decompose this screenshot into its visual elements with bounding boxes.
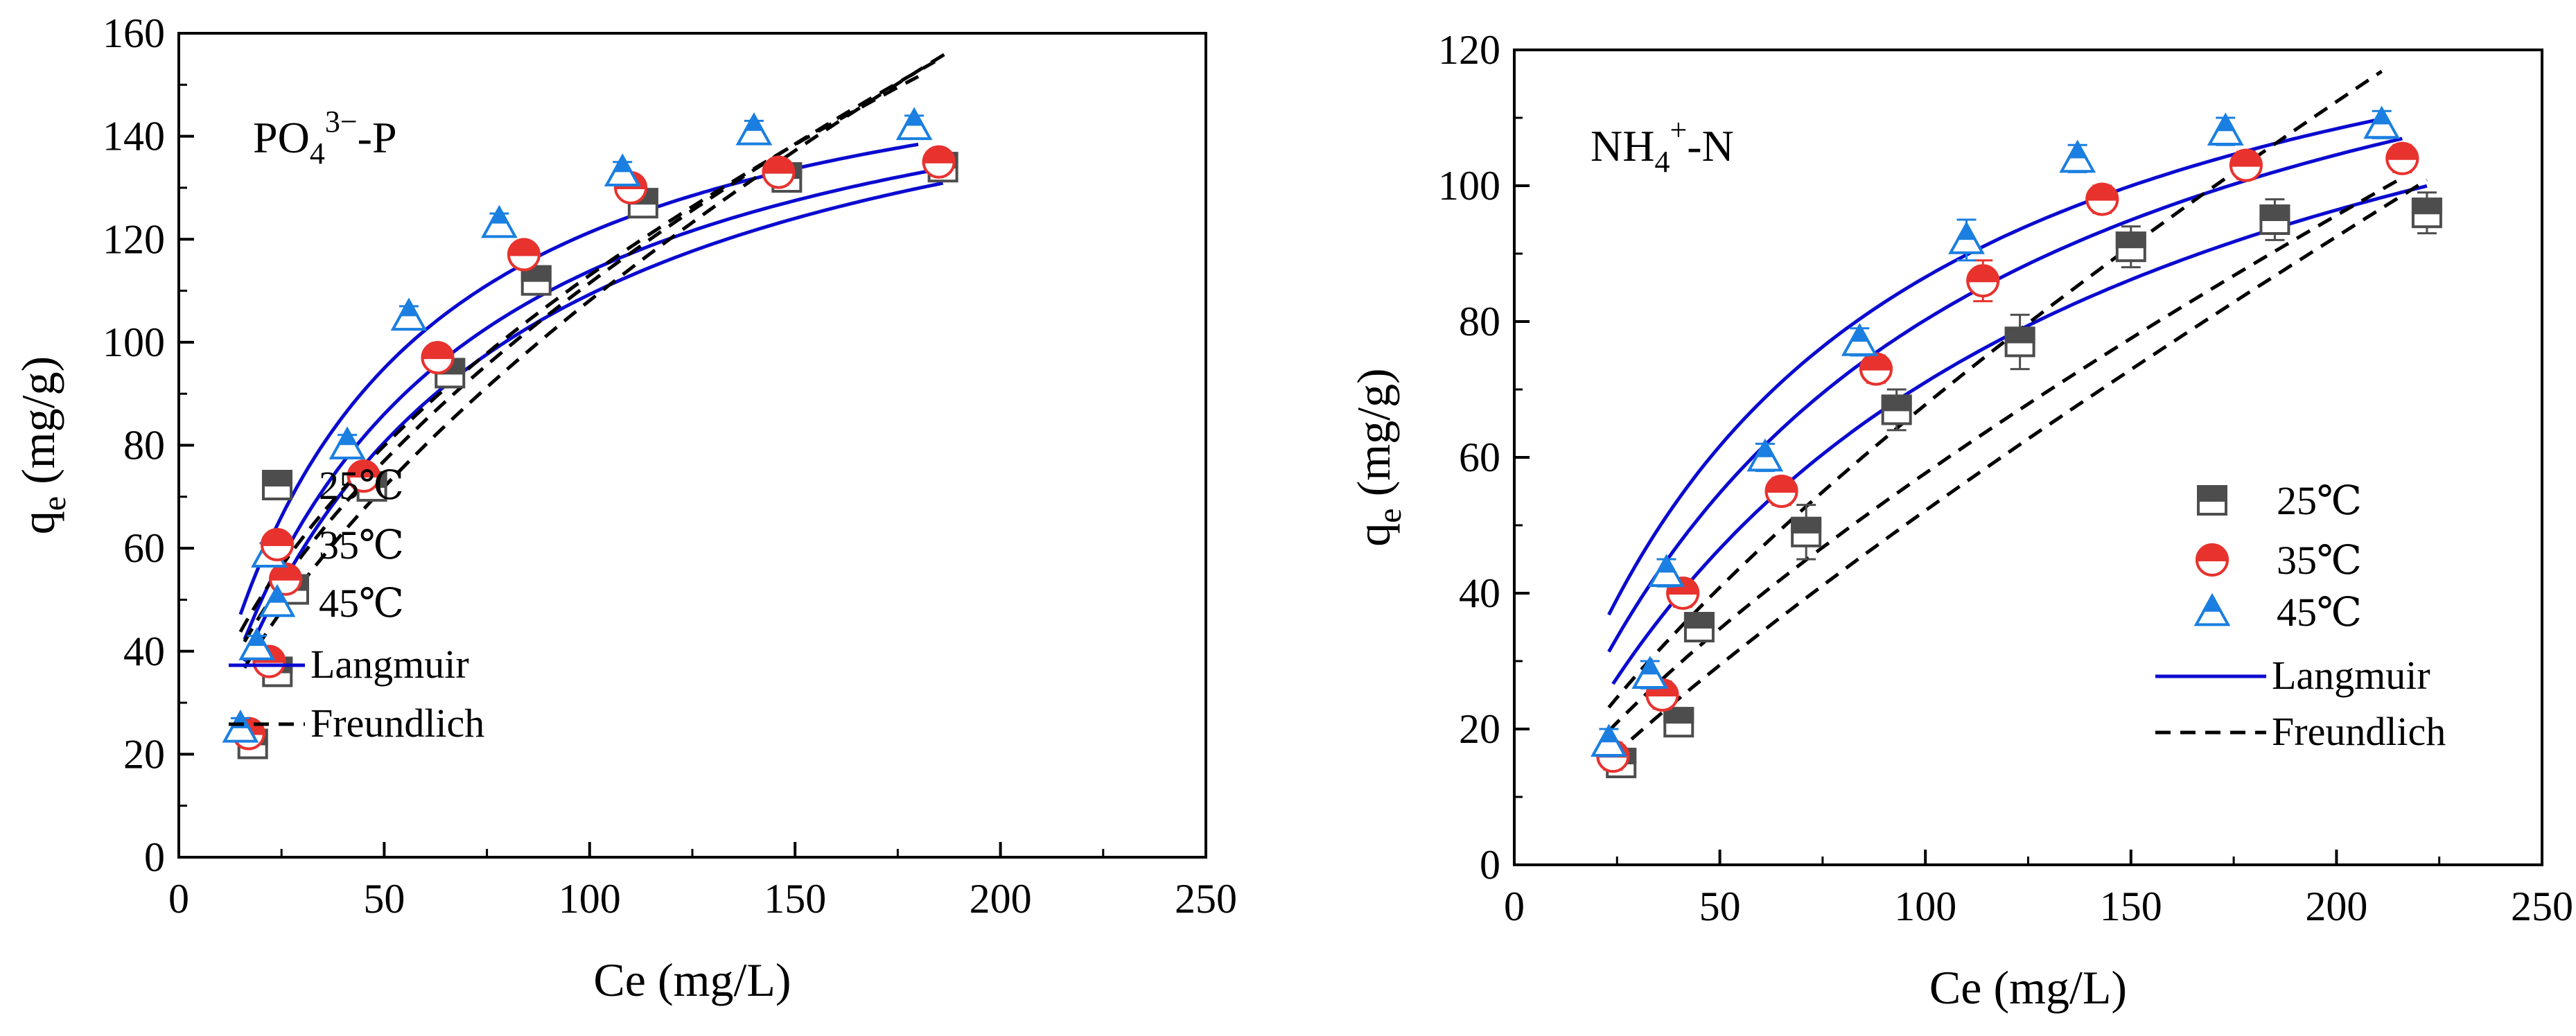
x-tick-label: 200	[970, 876, 1032, 922]
data-point	[347, 459, 380, 493]
y-tick-label: 100	[1438, 163, 1500, 209]
langmuir-fit-curve	[238, 142, 919, 615]
data-point	[1591, 723, 1627, 757]
panel-label: PO43−-P	[253, 105, 397, 170]
data-point	[2259, 204, 2290, 235]
data-point	[1948, 221, 1985, 254]
y-tick-label: 40	[1459, 570, 1500, 616]
legend-marker	[259, 583, 296, 617]
x-tick-label: 100	[1894, 884, 1956, 929]
y-tick-label: 160	[103, 10, 165, 56]
y-axis-title: qe (mg/g)	[1347, 368, 1408, 546]
data-point	[421, 341, 455, 375]
legend: 25℃ 35℃ 45℃ Langmuir Freundlich	[229, 463, 484, 746]
data-point	[1791, 516, 1822, 547]
legend-label: 35℃	[319, 523, 404, 568]
chart-panel-2: 0 50 100 150 200 250 0 20 40 60 80 100 120 Ce (mg/L) q…	[1347, 27, 2573, 1014]
legend-label: 45℃	[2277, 590, 2362, 635]
langmuir-fit-curve	[1607, 117, 2383, 616]
langmuir-fit-curve	[1607, 137, 2403, 653]
data-point	[2059, 139, 2096, 173]
y-tick-label: 60	[123, 525, 165, 571]
data-point	[480, 204, 518, 238]
data-point	[390, 297, 428, 331]
legend-marker	[2195, 543, 2229, 577]
y-tick-label: 140	[103, 114, 165, 159]
x-tick-label: 250	[2511, 884, 2573, 929]
panel-label: NH4+-N	[1591, 113, 1734, 179]
x-tick-label: 150	[764, 876, 826, 922]
freundlich-fit-curve	[1607, 69, 2383, 709]
x-tick-label: 200	[2305, 884, 2367, 929]
data-point	[762, 155, 796, 189]
data-point	[1648, 554, 1685, 587]
legend: 25℃ 35℃ 45℃ Langmuir Freundlich	[2155, 478, 2446, 754]
y-tick-label: 60	[1459, 434, 1500, 480]
legend-label: 35℃	[2277, 538, 2362, 583]
legend-marker	[2197, 485, 2227, 516]
y-tick-label: 20	[1459, 706, 1500, 752]
legend-label: Langmuir	[310, 642, 469, 687]
chart-panel-1: 0 50 100 150 200 250 0 20 40 60 80 100 120 140 160 Ce (…	[12, 10, 1237, 1006]
legend-marker	[2193, 592, 2231, 626]
data-point	[2385, 141, 2419, 175]
y-tick-label: 120	[103, 216, 165, 262]
data-point	[328, 426, 366, 459]
data-point	[238, 627, 276, 660]
legend-label: Langmuir	[2272, 653, 2430, 698]
data-point	[2085, 182, 2119, 216]
legend-label: 45℃	[319, 581, 404, 626]
legend-label: Freundlich	[2272, 709, 2446, 754]
x-axis-title: Ce (mg/L)	[593, 954, 791, 1006]
y-axis-title: qe (mg/g)	[12, 356, 73, 534]
data-point	[1841, 323, 1878, 356]
freundlich-fit-curve	[238, 75, 920, 633]
data-point	[1966, 264, 2000, 298]
legend-marker	[260, 528, 295, 561]
data-point	[735, 112, 773, 146]
y-tick-label: 80	[1459, 299, 1500, 344]
data-point	[1683, 612, 1715, 642]
data-point	[2004, 326, 2035, 358]
langmuir-fit-curve	[243, 167, 940, 640]
y-tick-label: 80	[123, 423, 165, 468]
freundlich-fit-curve	[243, 51, 948, 669]
data-point	[1631, 656, 1669, 689]
x-tick-label: 0	[1504, 884, 1525, 929]
x-tick-label: 150	[2100, 884, 2162, 929]
data-point	[922, 145, 956, 179]
x-tick-label: 100	[559, 876, 621, 922]
data-point	[2363, 105, 2401, 139]
data-point	[895, 107, 933, 141]
data-point	[1663, 707, 1694, 738]
y-tick-label: 40	[123, 629, 165, 674]
legend-label: 25℃	[319, 463, 404, 508]
data-point	[2115, 231, 2146, 263]
x-tick-label: 50	[363, 876, 405, 922]
x-tick-label: 50	[1699, 884, 1741, 929]
data-point	[2411, 197, 2442, 229]
y-tick-label: 0	[144, 834, 165, 880]
data-point	[604, 153, 641, 187]
data-point	[2207, 112, 2244, 146]
legend-label: Freundlich	[310, 701, 484, 746]
y-tick-label: 120	[1438, 27, 1500, 73]
data-point	[507, 238, 541, 272]
data-point	[1746, 438, 1784, 472]
legend-marker	[262, 470, 292, 500]
y-tick-label: 100	[103, 319, 165, 365]
y-tick-label: 20	[123, 731, 165, 777]
data-point	[1881, 394, 1912, 425]
x-axis-title: Ce (mg/L)	[1929, 961, 2127, 1014]
freundlich-fit-curve	[1611, 178, 2428, 757]
freundlich-fit-curve	[1607, 176, 2403, 732]
x-tick-label: 0	[168, 876, 189, 922]
y-tick-label: 0	[1480, 842, 1500, 888]
data-point	[1764, 475, 1798, 508]
data-point	[2229, 148, 2263, 182]
data-point	[1859, 352, 1893, 386]
legend-label: 25℃	[2277, 478, 2362, 523]
x-tick-label: 250	[1175, 876, 1237, 922]
